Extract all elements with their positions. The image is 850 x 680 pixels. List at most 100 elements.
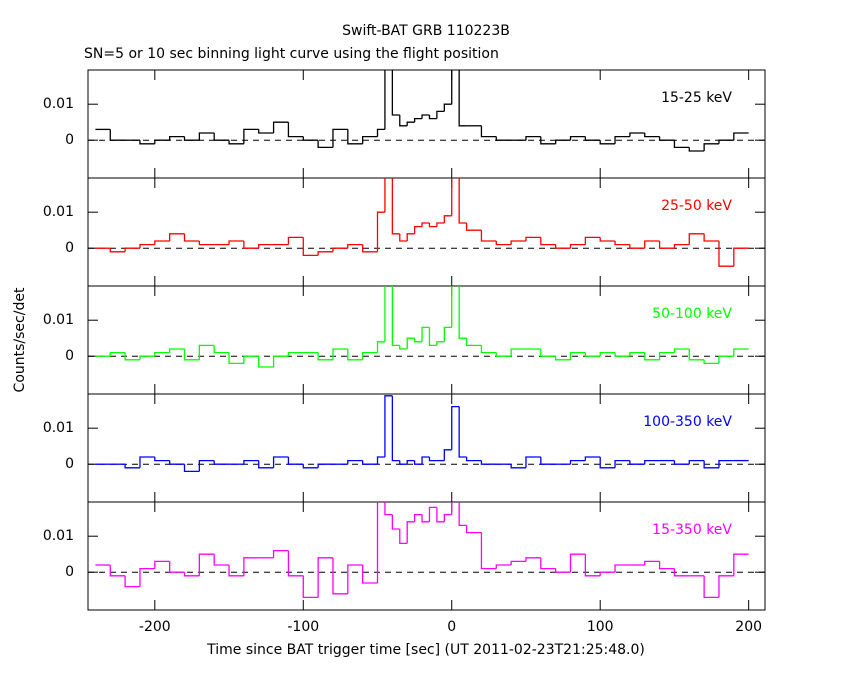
bin [391,286,400,347]
bin [540,457,556,465]
bin [703,575,719,599]
bin [258,460,274,469]
bin [614,135,630,144]
bin [287,236,304,245]
bin [465,525,482,534]
band-label: 15-350 keV [652,522,732,538]
bin [540,136,556,145]
bin [451,502,453,515]
bin [317,140,333,149]
bin [465,457,482,462]
bin [436,507,445,523]
bin [658,136,675,141]
bin [718,575,734,598]
bin [413,117,423,123]
bin [644,352,660,361]
bin [658,351,675,360]
bin [198,241,215,246]
bin [413,338,423,343]
bin [599,571,616,576]
bin [428,327,437,347]
bin [243,128,259,144]
bin [347,564,363,594]
bin [376,456,385,465]
bin [584,554,601,577]
bin [525,236,541,241]
y-tick-label: 0.01 [43,528,74,544]
bin [109,248,126,253]
bin [510,464,526,469]
bin [406,121,415,126]
y-tick-label: 0.01 [43,420,74,436]
bin [228,140,244,145]
bin [317,557,333,598]
bin [139,243,155,249]
series [95,178,749,267]
bin [139,355,155,360]
series [95,502,749,599]
bin [614,352,630,357]
panel-frame [87,285,766,395]
bin [124,247,140,252]
bin [703,143,719,151]
bin [599,351,616,357]
bin [525,456,541,468]
bin [718,139,734,144]
bin [703,233,719,242]
bin [733,553,749,576]
bin [124,575,140,588]
bin [198,344,215,360]
bin [169,135,185,141]
bin [584,456,601,461]
bin [347,349,363,361]
bin [428,506,437,522]
bin [688,147,705,152]
bin [302,136,319,141]
bin [510,240,526,245]
bin [183,233,200,242]
bin [258,243,274,249]
bin [287,351,304,357]
bin [436,341,445,346]
bin [169,460,185,465]
bin [525,135,541,141]
bin [258,129,274,134]
bin [421,114,430,119]
bin [183,349,200,361]
bin [154,139,170,144]
bin [451,70,453,105]
bin [302,464,319,469]
bin [406,337,415,349]
bin [228,240,244,245]
bin [443,449,452,461]
bin [540,349,556,357]
bin [228,352,244,365]
bin [458,70,467,127]
bin [480,460,497,465]
series [95,70,749,152]
bin [124,464,140,469]
bin [109,129,126,141]
bin [272,355,289,367]
bin [287,122,304,138]
bin [495,136,512,141]
bin [272,549,289,558]
bin [183,464,200,473]
bin [169,561,185,573]
bin [384,70,386,130]
bin [406,521,415,544]
panel-frame [87,501,766,611]
bin [302,575,319,599]
band-label: 50-100 keV [652,306,732,322]
bin [406,233,415,241]
bin [139,567,155,587]
bin [139,456,155,468]
bin [213,554,230,566]
bin [376,128,385,137]
bin [436,222,445,227]
bin [733,132,749,141]
bin [510,560,526,565]
bin [599,457,616,469]
bin [347,243,363,249]
